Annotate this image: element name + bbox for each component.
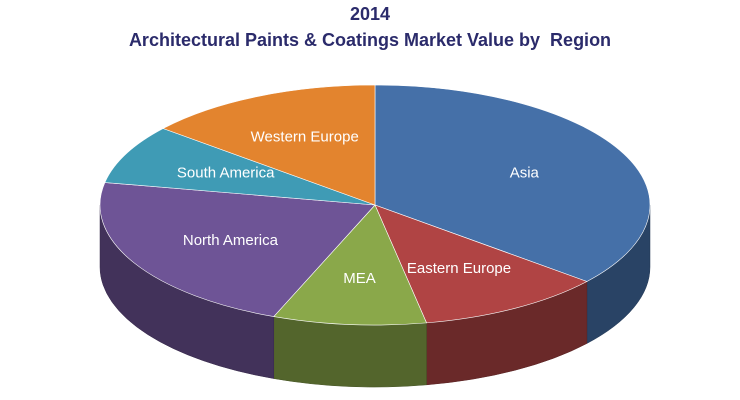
slice-label: South America xyxy=(177,164,275,181)
slice-label: Asia xyxy=(510,164,540,181)
pie-tops xyxy=(99,84,651,326)
pie-sides xyxy=(99,204,651,388)
pie-slice xyxy=(99,182,376,317)
pie-slice xyxy=(162,84,376,206)
chart-subtitle: Architectural Paints & Coatings Market V… xyxy=(129,30,611,50)
slice-label: MEA xyxy=(343,270,376,287)
slice-side xyxy=(273,316,427,388)
pie-slice xyxy=(374,84,651,282)
slice-label: Eastern Europe xyxy=(407,260,511,277)
pie-slice xyxy=(273,204,427,326)
chart-title: 2014 xyxy=(350,4,390,24)
pie-slice xyxy=(104,128,376,206)
pie-slice xyxy=(374,204,588,324)
slice-label: Western Europe xyxy=(251,129,359,146)
pie-labels: Asia Eastern Europe MEA North America South … xyxy=(177,129,540,287)
slice-label: North America xyxy=(183,232,279,249)
